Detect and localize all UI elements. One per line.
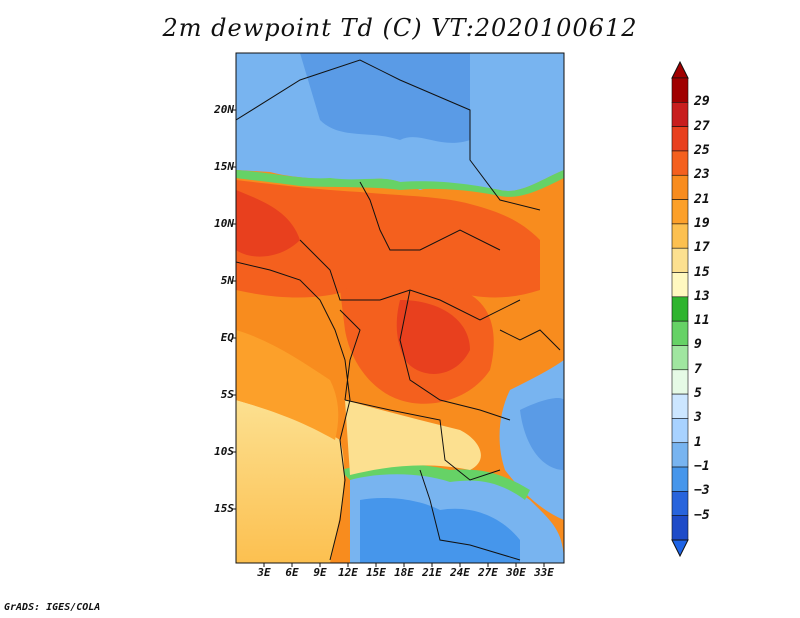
colorbar-swatch — [671, 150, 689, 176]
colorbar-swatch — [671, 442, 689, 468]
colorbar-swatch — [671, 223, 689, 249]
colorbar-label: 17 — [694, 240, 710, 256]
lat-label-15n: 15N — [214, 160, 234, 173]
colorbar-swatch — [671, 491, 689, 516]
colorbar — [671, 60, 689, 558]
lat-ticks — [232, 109, 236, 510]
colorbar-label: 29 — [694, 94, 710, 110]
colorbar-label: −1 — [694, 459, 710, 475]
colorbar-label: 25 — [694, 142, 710, 158]
lon-label-30e: 30E — [506, 566, 526, 579]
colorbar-label: −3 — [694, 483, 710, 499]
lon-label-24e: 24E — [450, 566, 470, 579]
colorbar-label: 19 — [694, 215, 710, 231]
colorbar-swatch — [671, 247, 689, 273]
lat-label-20n: 20N — [214, 103, 234, 116]
colorbar-label: 5 — [694, 386, 702, 402]
lat-label-10n: 10N — [214, 217, 234, 230]
lon-label-33e: 33E — [534, 566, 554, 579]
colorbar-swatch — [671, 102, 689, 127]
lon-label-21e: 21E — [422, 566, 442, 579]
grads-credit: GrADS: IGES/COLA — [4, 602, 101, 613]
colorbar-swatch — [671, 393, 689, 419]
map-frame — [235, 52, 565, 564]
colorbar-label: 7 — [694, 361, 702, 377]
chart-title: 2m dewpoint Td (C) VT:2020100612 — [162, 14, 638, 42]
lat-label-eq: EQ — [220, 331, 234, 344]
lat-label-5s: 5S — [220, 388, 234, 401]
colorbar-swatch — [671, 199, 689, 225]
colorbar-swatch — [671, 418, 689, 444]
lon-label-27e: 27E — [478, 566, 498, 579]
lat-label-10s: 10S — [214, 445, 234, 458]
colorbar-swatch — [671, 345, 689, 371]
lon-label-9e: 9E — [313, 566, 327, 579]
colorbar-label: 27 — [694, 118, 710, 134]
colorbar-label: −5 — [694, 507, 710, 523]
colorbar-label: 15 — [694, 264, 710, 280]
colorbar-swatch — [671, 320, 689, 346]
colorbar-swatch — [671, 272, 689, 298]
colorbar-swatch — [671, 466, 689, 492]
colorbar-swatch — [671, 126, 689, 152]
colorbar-label: 9 — [694, 337, 702, 353]
lon-ticks — [263, 563, 545, 567]
colorbar-label: 11 — [694, 313, 710, 329]
lat-label-5n: 5N — [220, 274, 234, 287]
lon-label-6e: 6E — [285, 566, 299, 579]
lat-label-15s: 15S — [214, 502, 234, 515]
colorbar-bottom-arrow — [671, 539, 689, 558]
colorbar-label: 3 — [694, 410, 702, 426]
colorbar-swatch — [671, 369, 689, 395]
country-borders — [236, 59, 561, 561]
lon-label-12e: 12E — [338, 566, 358, 579]
colorbar-label: 21 — [694, 191, 710, 207]
lon-label-18e: 18E — [394, 566, 414, 579]
colorbar-swatch — [671, 77, 689, 103]
lon-label-15e: 15E — [366, 566, 386, 579]
lon-label-3e: 3E — [257, 566, 271, 579]
colorbar-label: 1 — [694, 434, 702, 450]
colorbar-swatch — [671, 515, 689, 541]
colorbar-label: 23 — [694, 167, 710, 183]
colorbar-label: 13 — [694, 288, 710, 304]
dewpoint-field — [236, 53, 564, 563]
colorbar-top-arrow — [671, 60, 689, 79]
colorbar-swatch — [671, 174, 689, 200]
colorbar-swatch — [671, 296, 689, 322]
